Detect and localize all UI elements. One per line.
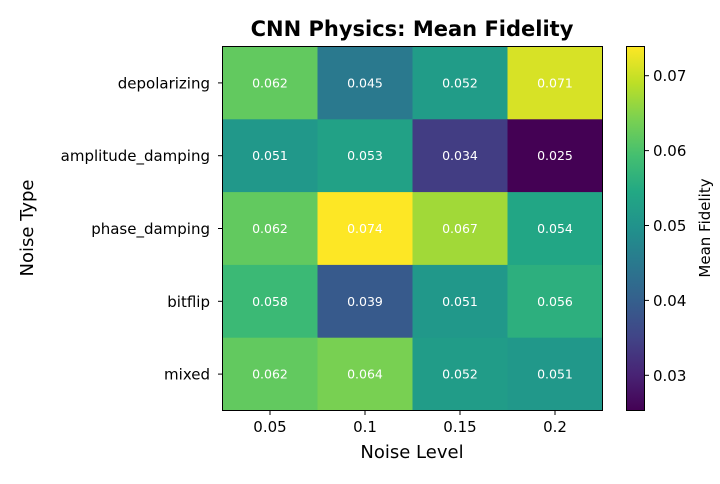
colorbar-tick-label: 0.03 [653,367,686,385]
cell-value-label: 0.062 [252,75,288,90]
heatmap-cells: 0.062 0.045 0.052 0.071 0.051 0.053 0.034 0.025… [222,46,603,411]
heatmap-cell [317,119,413,193]
y-axis-label: Noise Type [17,180,38,277]
y-tick-label: mixed [164,366,210,384]
heatmap-cell [412,337,508,411]
cell-value-label: 0.058 [252,294,288,309]
heatmap-cell [317,264,413,339]
cell-value-label: 0.052 [442,75,478,90]
x-tick-label: 0.05 [253,418,286,436]
cell-value-label: 0.071 [537,75,573,90]
cell-value-label: 0.062 [252,221,288,236]
heatmap-cell [412,192,508,266]
colorbar [626,46,645,411]
x-tick-label: 0.1 [353,418,377,436]
y-axis-ticks: depolarizing amplitude_damping phase_dampi… [61,74,223,384]
colorbar-tick-label: 0.04 [653,292,686,310]
x-axis-label: Noise Level [360,442,463,463]
cell-value-label: 0.054 [537,221,573,236]
heatmap-cell [222,119,318,193]
cell-value-label: 0.062 [252,367,288,382]
heatmap-cell [222,264,318,339]
heatmap-cell [222,337,318,411]
cell-value-label: 0.025 [537,148,573,163]
heatmap-cell [412,264,508,339]
heatmap-cell [507,119,603,193]
x-axis-ticks: 0.05 0.1 0.15 0.2 [253,410,567,436]
y-tick-label: amplitude_damping [61,147,210,166]
heatmap-cell [507,264,603,339]
x-tick-label: 0.15 [443,418,476,436]
cell-value-label: 0.053 [347,148,383,163]
cell-value-label: 0.056 [537,294,573,309]
colorbar-ticks: 0.03 0.04 0.05 0.06 0.07 [644,67,686,385]
heatmap-cell [222,192,318,266]
cell-value-label: 0.045 [347,75,383,90]
cell-value-label: 0.067 [442,221,478,236]
heatmap-cell [222,46,318,120]
x-tick-label: 0.2 [543,418,567,436]
y-tick-label: bitflip [167,293,210,311]
cell-value-label: 0.074 [347,221,383,236]
heatmap-cell [317,192,413,266]
cell-value-label: 0.051 [252,148,288,163]
y-tick-label: depolarizing [118,74,210,92]
cell-value-label: 0.052 [442,367,478,382]
cell-value-label: 0.034 [442,148,478,163]
y-tick-label: phase_damping [91,220,210,239]
colorbar-tick-label: 0.07 [653,67,686,85]
heatmap-cell [412,46,508,120]
heatmap-cell [317,46,413,120]
colorbar-tick-label: 0.06 [653,142,686,160]
chart-title: CNN Physics: Mean Fidelity [251,17,574,41]
colorbar-tick-label: 0.05 [653,217,686,235]
cell-value-label: 0.039 [347,294,383,309]
heatmap-cell [507,46,603,120]
heatmap-cell [507,192,603,266]
heatmap-cell [412,119,508,193]
colorbar-label: Mean Fidelity [696,178,714,277]
heatmap-cell [507,337,603,411]
cell-value-label: 0.064 [347,367,383,382]
cell-value-label: 0.051 [537,367,573,382]
heatmap-cell [317,337,413,411]
cell-value-label: 0.051 [442,294,478,309]
